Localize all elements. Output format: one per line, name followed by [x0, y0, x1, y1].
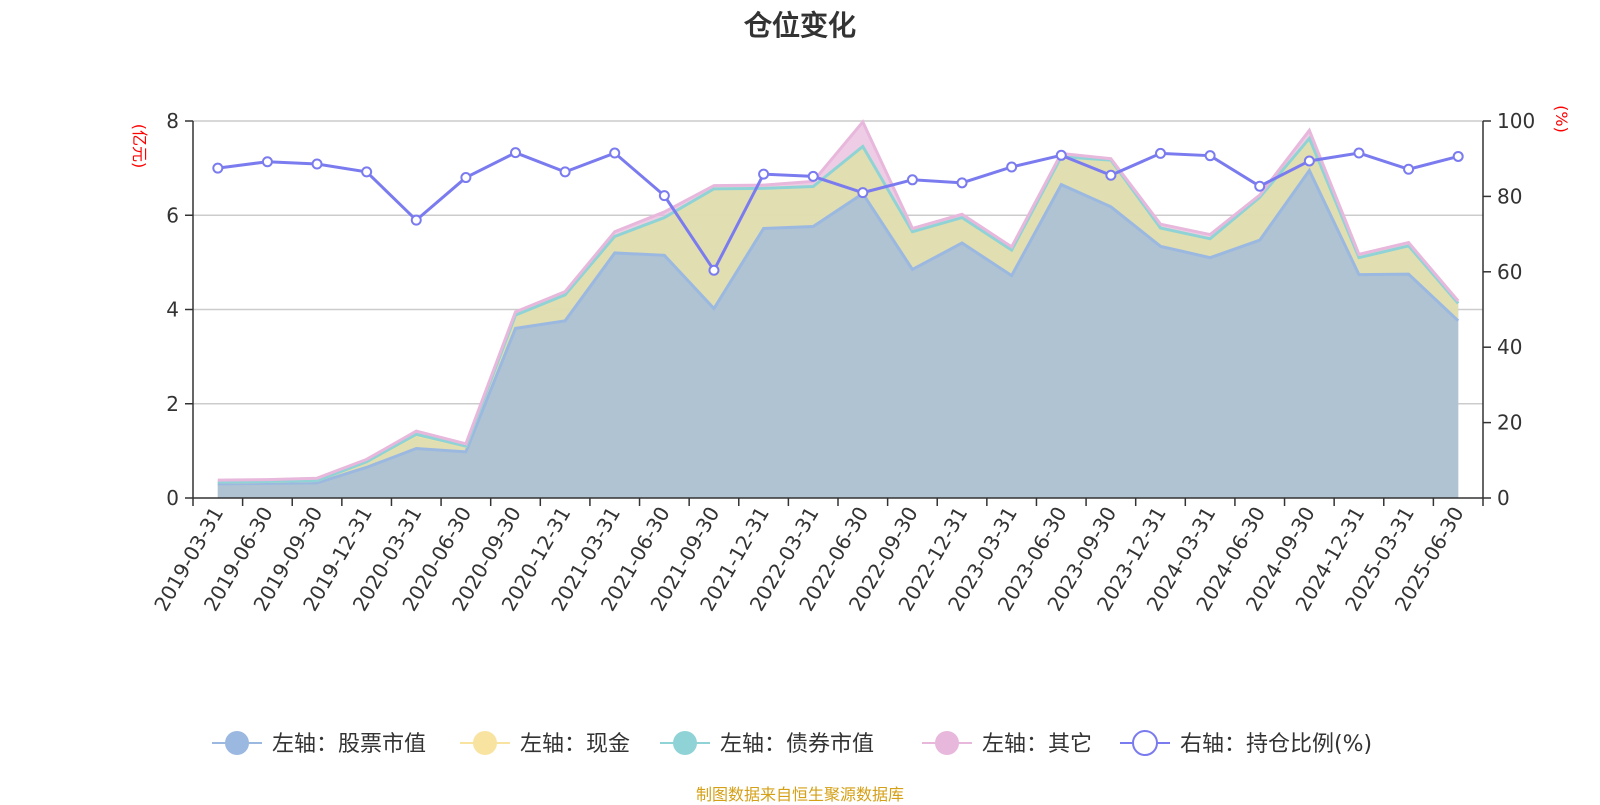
ratio-point[interactable] [906, 174, 918, 186]
ratio-point[interactable] [460, 172, 472, 184]
ratio-point[interactable] [510, 147, 521, 159]
ratio-point[interactable] [361, 166, 373, 178]
position-ratio-line [212, 147, 1464, 276]
ratio-point[interactable] [1204, 150, 1216, 162]
left-axis-tick-label: 0 [166, 486, 179, 510]
right-axis-tick-label: 100 [1497, 109, 1535, 133]
ratio-point[interactable] [658, 190, 670, 202]
ratio-point[interactable] [1403, 163, 1415, 175]
ratio-point[interactable] [857, 187, 869, 199]
ratio-point[interactable] [1155, 147, 1166, 159]
legend-label[interactable]: 右轴：持仓比例(%) [1180, 732, 1372, 757]
stacked-areas [217, 119, 1460, 498]
right-axis-unit: (%) [1552, 105, 1571, 133]
ratio-point[interactable] [1055, 149, 1067, 161]
ratio-point[interactable] [807, 170, 819, 182]
legend-swatch-marker [935, 731, 959, 755]
left-axis-tick-label: 6 [166, 203, 179, 227]
ratio-point[interactable] [261, 156, 273, 168]
ratio-point[interactable] [311, 158, 323, 170]
area-outline [217, 119, 1460, 482]
ratio-point[interactable] [410, 214, 422, 226]
legend-swatch-marker [1132, 730, 1158, 756]
right-axis-tick-label: 20 [1497, 411, 1522, 435]
ratio-point[interactable] [956, 177, 968, 189]
left-axis-tick-label: 8 [166, 109, 179, 133]
legend-swatch-marker [673, 731, 697, 755]
ratio-point[interactable] [609, 147, 621, 159]
ratio-point[interactable] [1254, 180, 1266, 192]
right-axis-tick-label: 60 [1497, 260, 1522, 284]
ratio-line [217, 151, 1459, 274]
area-outline [217, 167, 1460, 486]
ratio-point[interactable] [212, 162, 224, 174]
right-axis-tick-label: 80 [1497, 184, 1522, 208]
ratio-point[interactable] [758, 168, 770, 180]
ratio-point[interactable] [1303, 155, 1315, 167]
chart-title: 仓位变化 [743, 9, 856, 42]
right-axis-tick-label: 40 [1497, 335, 1522, 359]
ratio-point[interactable] [559, 166, 571, 178]
area-outline [217, 135, 1460, 484]
ratio-point[interactable] [708, 264, 720, 276]
data-source-note: 制图数据来自恒生聚源数据库 [695, 785, 904, 804]
ratio-point[interactable] [1353, 147, 1365, 159]
ratio-point[interactable] [1452, 150, 1464, 162]
legend-label[interactable]: 左轴：现金 [520, 732, 630, 757]
legend: 左轴：股票市值 左轴：现金 左轴：债券市值 左轴：其它 右轴：持仓比例(%) [212, 730, 1372, 757]
legend-swatch-marker [225, 731, 249, 755]
legend-label[interactable]: 左轴：其它 [982, 732, 1092, 757]
ratio-point[interactable] [1105, 169, 1117, 181]
right-axis-tick-label: 0 [1497, 486, 1510, 510]
left-axis-unit: (亿元) [130, 124, 149, 169]
ratio-point[interactable] [1006, 161, 1018, 173]
legend-label[interactable]: 左轴：股票市值 [272, 732, 426, 757]
legend-swatch-marker [473, 731, 497, 755]
left-axis-tick-label: 4 [166, 298, 179, 322]
left-axis-tick-label: 2 [166, 392, 179, 416]
legend-label[interactable]: 左轴：债券市值 [720, 732, 874, 757]
area-fill [217, 170, 1459, 498]
